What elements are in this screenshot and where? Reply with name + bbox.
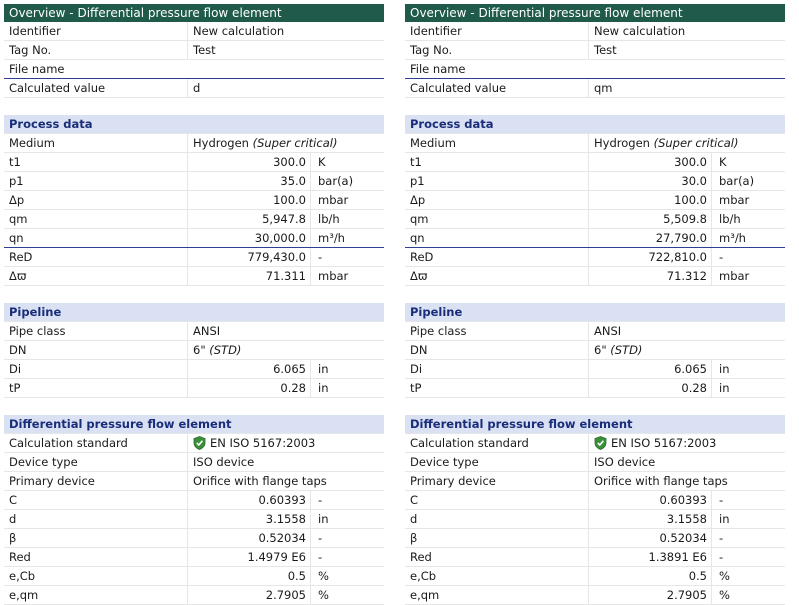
row-dw[interactable]: Δϖ 71.311 mbar xyxy=(4,267,384,286)
standard-value: EN ISO 5167:2003 xyxy=(210,436,316,450)
row-qn[interactable]: qn 30,000.0 m³/h xyxy=(4,229,384,248)
row-primary-device[interactable]: Primary device Orifice with flange taps xyxy=(405,472,785,491)
row-di[interactable]: Di 6.065 in xyxy=(4,360,384,379)
row-d[interactable]: d 3.1558 in xyxy=(4,510,384,529)
section-pipeline: Pipeline xyxy=(405,303,785,322)
row-tag-no[interactable]: Tag No. Test xyxy=(405,41,785,60)
row-beta[interactable]: β 0.52034- xyxy=(405,529,785,548)
row-device-type[interactable]: Device type ISO device xyxy=(4,453,384,472)
section-dpfe: Differential pressure flow element xyxy=(4,415,384,434)
medium-value: Hydrogen xyxy=(193,136,249,150)
row-p1[interactable]: p1 30.0 bar(a) xyxy=(405,172,785,191)
row-ecb[interactable]: e,Cb 0.5% xyxy=(405,567,785,586)
row-red-device[interactable]: Red 1.4979 E6- xyxy=(4,548,384,567)
row-red[interactable]: ReD 779,430.0- xyxy=(4,248,384,267)
row-tag-no[interactable]: Tag No. Test xyxy=(4,41,384,60)
section-pipeline: Pipeline xyxy=(4,303,384,322)
row-t1[interactable]: t1 300.0 K xyxy=(4,153,384,172)
row-primary-device[interactable]: Primary device Orifice with flange taps xyxy=(4,472,384,491)
row-qm[interactable]: qm 5,947.8 lb/h xyxy=(4,210,384,229)
row-identifier[interactable]: Identifier New calculation xyxy=(405,22,785,41)
row-file-name[interactable]: File name xyxy=(405,60,785,79)
row-pipe-class[interactable]: Pipe class ANSI xyxy=(4,322,384,341)
overview-panel-left: Overview - Differential pressure flow el… xyxy=(4,4,384,605)
section-process-data: Process data xyxy=(4,115,384,134)
row-device-type[interactable]: Device type ISO device xyxy=(405,453,785,472)
panel-title: Overview - Differential pressure flow el… xyxy=(4,4,384,22)
row-dp[interactable]: Δp 100.0 mbar xyxy=(405,191,785,210)
row-di[interactable]: Di 6.065 in xyxy=(405,360,785,379)
row-c[interactable]: C 0.60393- xyxy=(405,491,785,510)
section-dpfe: Differential pressure flow element xyxy=(405,415,785,434)
medium-note: (Super critical) xyxy=(653,136,739,150)
panel-title: Overview - Differential pressure flow el… xyxy=(405,4,785,22)
row-calculated-value[interactable]: Calculated value d xyxy=(4,79,384,98)
row-pipe-class[interactable]: Pipe class ANSI xyxy=(405,322,785,341)
medium-note: (Super critical) xyxy=(252,136,338,150)
row-file-name[interactable]: File name xyxy=(4,60,384,79)
overview-panel-right: Overview - Differential pressure flow el… xyxy=(405,4,785,605)
row-tp[interactable]: tP 0.28 in xyxy=(4,379,384,398)
row-eqm[interactable]: e,qm 2.7905% xyxy=(405,586,785,605)
row-t1[interactable]: t1 300.0 K xyxy=(405,153,785,172)
row-calculated-value[interactable]: Calculated value qm xyxy=(405,79,785,98)
row-qn[interactable]: qn 27,790.0 m³/h xyxy=(405,229,785,248)
row-eqm[interactable]: e,qm 2.7905% xyxy=(4,586,384,605)
row-c[interactable]: C 0.60393- xyxy=(4,491,384,510)
shield-check-icon xyxy=(193,436,206,450)
row-red[interactable]: ReD 722,810.0- xyxy=(405,248,785,267)
section-process-data: Process data xyxy=(405,115,785,134)
row-d[interactable]: d 3.1558 in xyxy=(405,510,785,529)
row-qm[interactable]: qm 5,509.8 lb/h xyxy=(405,210,785,229)
row-medium[interactable]: Medium Hydrogen (Super critical) xyxy=(405,134,785,153)
row-calc-standard[interactable]: Calculation standard EN ISO 5167:2003 xyxy=(4,434,384,453)
row-identifier[interactable]: Identifier New calculation xyxy=(4,22,384,41)
row-dp[interactable]: Δp 100.0 mbar xyxy=(4,191,384,210)
row-dn[interactable]: DN 6" (STD) xyxy=(405,341,785,360)
row-medium[interactable]: Medium Hydrogen (Super critical) xyxy=(4,134,384,153)
row-ecb[interactable]: e,Cb 0.5% xyxy=(4,567,384,586)
shield-check-icon xyxy=(594,436,607,450)
row-calc-standard[interactable]: Calculation standard EN ISO 5167:2003 xyxy=(405,434,785,453)
dn-value: 6" xyxy=(193,343,206,357)
row-tp[interactable]: tP 0.28 in xyxy=(405,379,785,398)
row-dw[interactable]: Δϖ 71.312 mbar xyxy=(405,267,785,286)
row-dn[interactable]: DN 6" (STD) xyxy=(4,341,384,360)
row-p1[interactable]: p1 35.0 bar(a) xyxy=(4,172,384,191)
dn-note: (STD) xyxy=(209,343,242,357)
dn-note: (STD) xyxy=(610,343,643,357)
row-beta[interactable]: β 0.52034- xyxy=(4,529,384,548)
medium-value: Hydrogen xyxy=(594,136,650,150)
dn-value: 6" xyxy=(594,343,607,357)
standard-value: EN ISO 5167:2003 xyxy=(611,436,717,450)
row-red-device[interactable]: Red 1.3891 E6- xyxy=(405,548,785,567)
